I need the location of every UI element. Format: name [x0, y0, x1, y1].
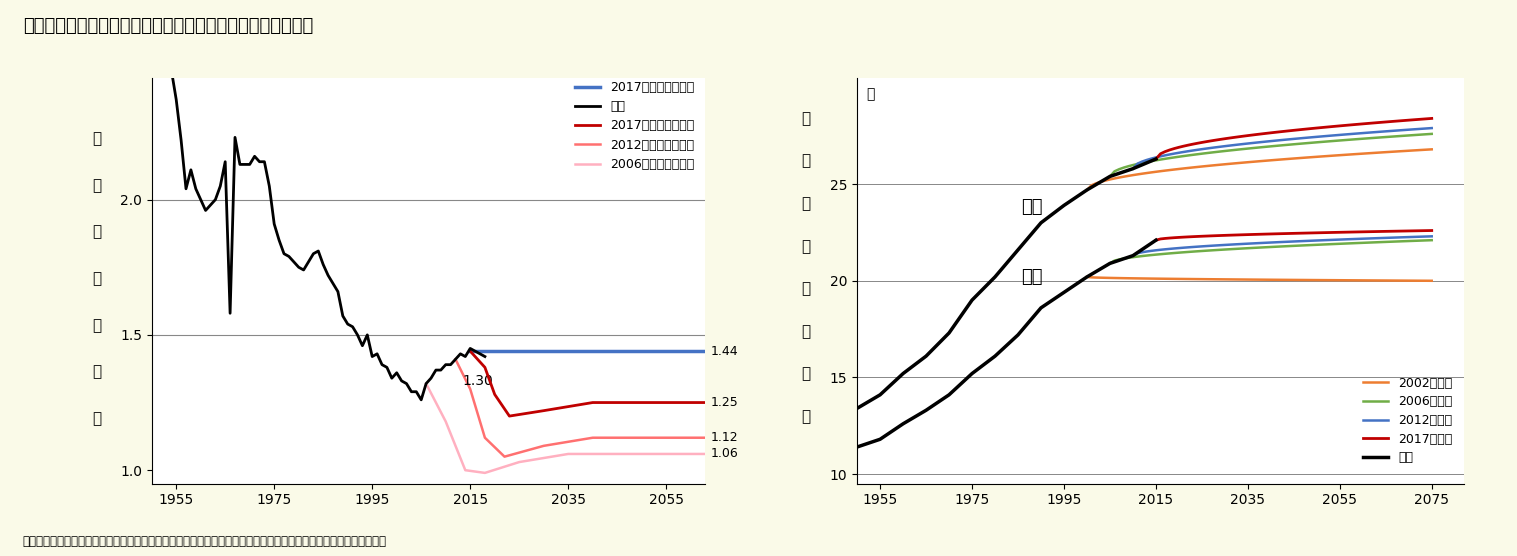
Text: 出: 出: [91, 318, 102, 333]
Text: 生: 生: [91, 365, 102, 380]
Text: 特: 特: [91, 225, 102, 240]
Text: 1.30: 1.30: [463, 374, 493, 388]
Text: 率: 率: [91, 411, 102, 426]
Text: 計: 計: [91, 178, 102, 193]
Text: 女性: 女性: [1021, 198, 1042, 216]
Text: 均: 均: [801, 324, 810, 339]
Text: ６: ６: [801, 111, 810, 126]
Text: 殊: 殊: [91, 271, 102, 286]
Legend: 2002年推計, 2006年推計, 2012年推計, 2017年推計, 実績: 2002年推計, 2006年推計, 2012年推計, 2017年推計, 実績: [1358, 372, 1458, 469]
Text: 1.06: 1.06: [711, 448, 739, 460]
Text: 命: 命: [801, 409, 810, 424]
Text: 1.44: 1.44: [711, 345, 739, 358]
Text: 余: 余: [801, 366, 810, 381]
Text: の: の: [801, 239, 810, 254]
Text: ５: ５: [801, 153, 810, 168]
Text: 年: 年: [866, 87, 875, 102]
Text: 男性: 男性: [1021, 268, 1042, 286]
Text: （資料）　国立社会保障・人口問題研究所「日本の将来推計人口」、厚生労働省「人口動態統計」等より筆者作成。: （資料） 国立社会保障・人口問題研究所「日本の将来推計人口」、厚生労働省「人口動…: [23, 535, 387, 548]
Text: 1.12: 1.12: [711, 431, 739, 444]
Legend: 2017年推計（中位）, 実績, 2017年推計（低位）, 2012年推計（低位）, 2006年推計（低位）: 2017年推計（中位）, 実績, 2017年推計（低位）, 2012年推計（低位…: [570, 76, 699, 176]
Text: 平: 平: [801, 281, 810, 296]
Text: 歳: 歳: [801, 196, 810, 211]
Text: 合: 合: [91, 131, 102, 146]
Text: 図表２　合計特殊出生率と６５歳の平均余命の推移・見通し: 図表２ 合計特殊出生率と６５歳の平均余命の推移・見通し: [23, 17, 313, 34]
Text: 1.25: 1.25: [711, 396, 739, 409]
